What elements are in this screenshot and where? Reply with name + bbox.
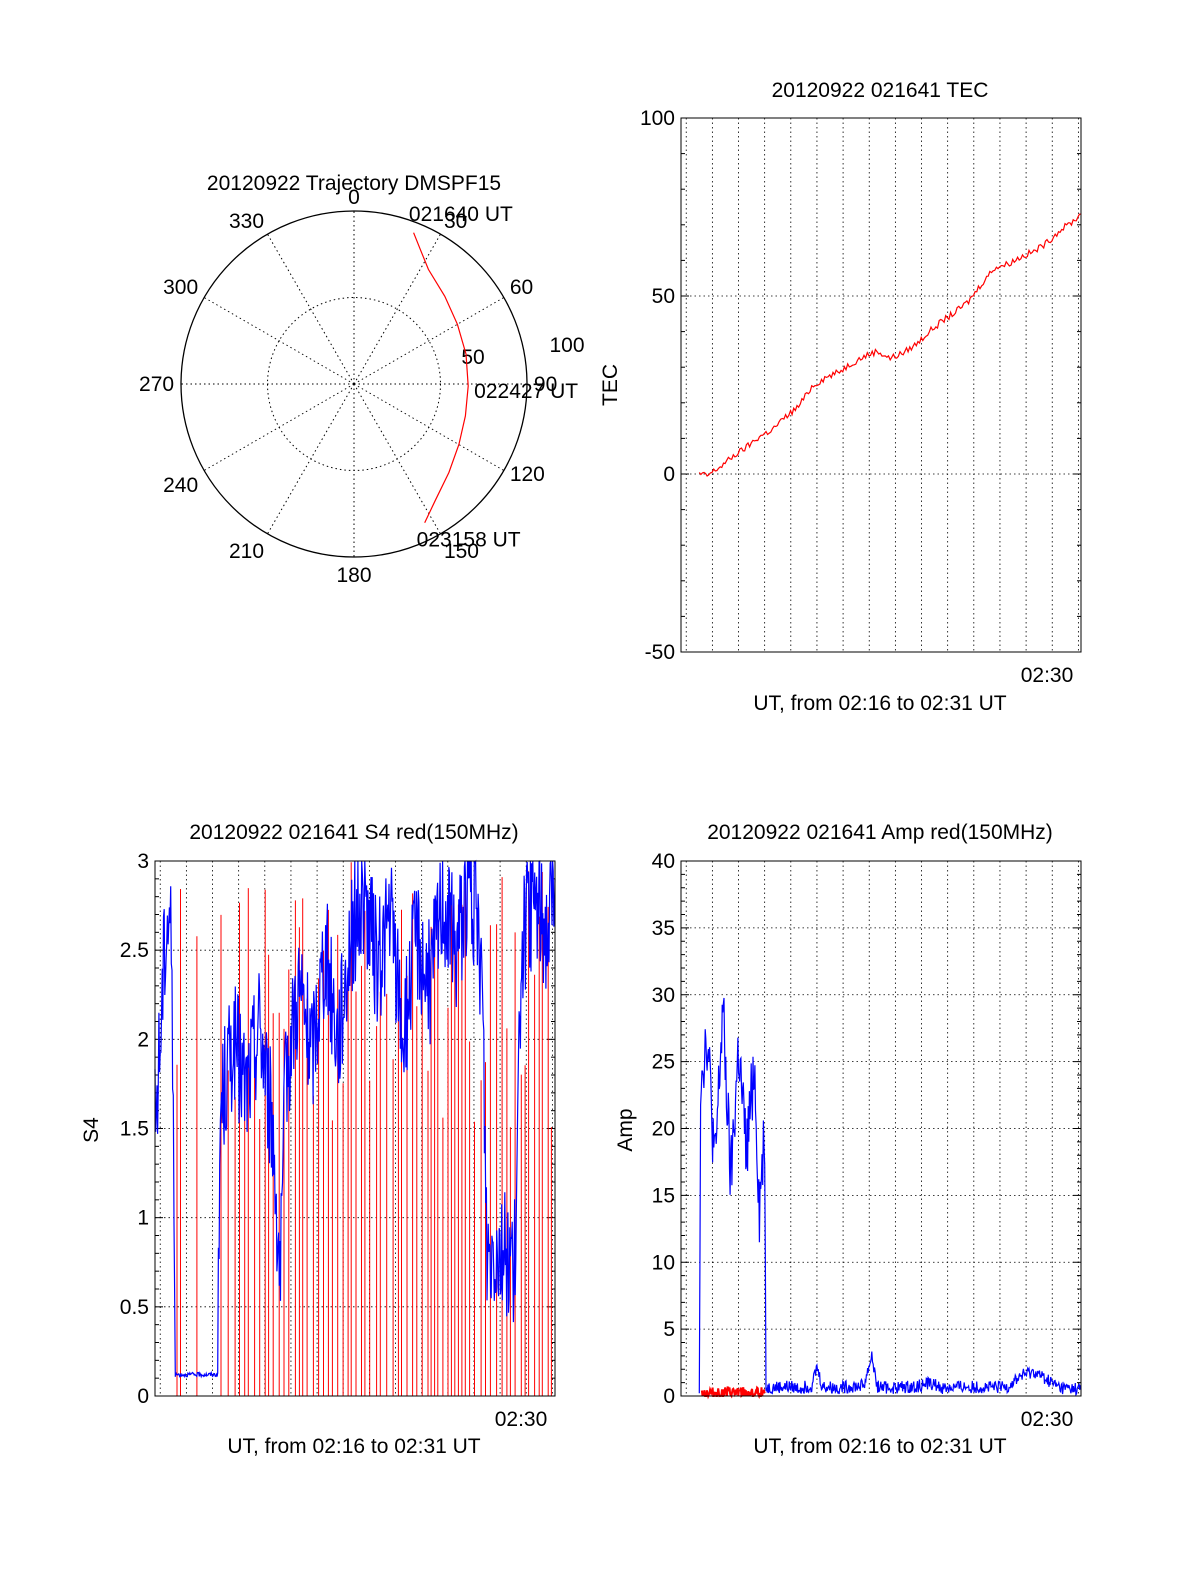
polar-azimuth-label: 270	[139, 373, 174, 396]
trajectory-line	[413, 232, 469, 523]
y-tick-label: 40	[652, 850, 675, 873]
polar-spoke	[267, 233, 355, 385]
y-tick-label: 25	[652, 1051, 675, 1074]
y-tick-label: 0	[663, 1385, 675, 1408]
y-tick-label: 3	[137, 850, 149, 873]
s4-frame	[154, 860, 556, 1397]
polar-azimuth-label: 240	[163, 474, 198, 497]
s4-x-tick-labels: 02:30	[495, 1408, 548, 1431]
trajectory-annotations: 021640 UT 022427 UT 023158 UT	[409, 203, 578, 552]
y-tick-label: 100	[640, 107, 675, 130]
polar-spoke	[203, 297, 355, 385]
amp-series-red	[700, 1385, 766, 1400]
trajectory-time-label: 022427 UT	[474, 380, 578, 403]
tec-ylabel: TEC	[599, 364, 622, 406]
x-tick-label: 02:30	[495, 1408, 548, 1431]
s4-title: 20120922 021641 S4 red(150MHz)	[189, 821, 518, 844]
s4-ylabel: S4	[80, 1117, 103, 1143]
y-tick-label: 2	[137, 1028, 149, 1051]
polar-radial-label: 100	[549, 334, 584, 357]
s4-y-tick-labels: 0 0.5 1 1.5 2 2.5 3	[120, 850, 149, 1408]
polar-azimuth-label: 90	[534, 373, 557, 396]
polar-azimuth-label: 150	[444, 540, 479, 563]
polar-azimuth-label: 300	[163, 276, 198, 299]
y-tick-label: -50	[645, 641, 675, 664]
polar-azimuth-label: 210	[229, 540, 264, 563]
amp-xlabel: UT, from 02:16 to 02:31 UT	[753, 1435, 1006, 1458]
polar-spoke	[267, 383, 355, 535]
polar-outer-circle	[180, 210, 528, 558]
y-tick-label: 20	[652, 1118, 675, 1141]
polar-azimuth-label: 30	[444, 210, 467, 233]
y-tick-label: 30	[652, 984, 675, 1007]
trajectory-time-label: 023158 UT	[417, 529, 521, 552]
y-tick-label: 5	[663, 1318, 675, 1341]
amp-plot: 20120922 021641 Amp red(150MHz) 0 5 10 15 20…	[614, 821, 1082, 1458]
polar-azimuth-label: 330	[229, 210, 264, 233]
y-tick-label: 0	[663, 463, 675, 486]
polar-spoke	[203, 383, 355, 471]
polar-spoke	[353, 383, 441, 535]
tec-xlabel: UT, from 02:16 to 02:31 UT	[753, 692, 1006, 715]
x-tick-label: 02:30	[1021, 664, 1074, 687]
y-tick-label: 0.5	[120, 1296, 149, 1319]
amp-grid	[681, 860, 1081, 1397]
polar-grid	[180, 210, 528, 558]
tec-title: 20120922 021641 TEC	[772, 79, 989, 102]
polar-azimuth-label: 120	[510, 463, 545, 486]
y-tick-label: 0	[137, 1385, 149, 1408]
y-tick-label: 2.5	[120, 939, 149, 962]
trajectory-title: 20120922 Trajectory DMSPF15	[207, 172, 501, 195]
trajectory-time-label: 021640 UT	[409, 203, 513, 226]
y-tick-label: 15	[652, 1184, 675, 1207]
y-tick-label: 1	[137, 1207, 149, 1230]
polar-azimuth-label: 180	[336, 564, 371, 587]
tec-frame	[680, 117, 1082, 653]
amp-title: 20120922 021641 Amp red(150MHz)	[707, 821, 1053, 844]
polar-azimuth-label: 60	[510, 276, 533, 299]
polar-spoke	[353, 383, 505, 471]
tec-y-tick-labels: -50 0 50 100	[640, 107, 675, 664]
x-tick-label: 02:30	[1021, 1408, 1074, 1431]
amp-x-tick-labels: 02:30	[1021, 1408, 1074, 1431]
polar-azimuth-labels: 0 30 60 90 120 150 180 210 240 270 300 330	[139, 186, 557, 587]
s4-series-blue	[154, 859, 556, 1379]
amp-frame	[680, 860, 1082, 1397]
y-tick-label: 50	[652, 285, 675, 308]
y-tick-label: 1.5	[120, 1118, 149, 1141]
polar-spoke	[353, 297, 505, 385]
y-tick-label: 35	[652, 917, 675, 940]
s4-xlabel: UT, from 02:16 to 02:31 UT	[227, 1435, 480, 1458]
amp-series-blue	[698, 997, 1082, 1397]
tec-series-red	[698, 213, 1082, 477]
s4-plot: 20120922 021641 S4 red(150MHz) 0 0.5 1 1.5 2…	[80, 821, 556, 1458]
amp-ylabel: Amp	[614, 1108, 637, 1151]
tec-x-tick-labels: 02:30	[1021, 664, 1074, 687]
tec-plot: 20120922 021641 TEC -50 0 50 100 02:30 UT, …	[599, 79, 1082, 715]
polar-azimuth-label: 0	[348, 186, 360, 209]
trajectory-plot: 20120922 Trajectory DMSPF15 0 30 60 90 120 15…	[139, 172, 584, 587]
y-tick-label: 10	[652, 1251, 675, 1274]
amp-y-tick-labels: 0 5 10 15 20 25 30 35 40	[652, 850, 675, 1408]
polar-spoke	[353, 233, 441, 385]
